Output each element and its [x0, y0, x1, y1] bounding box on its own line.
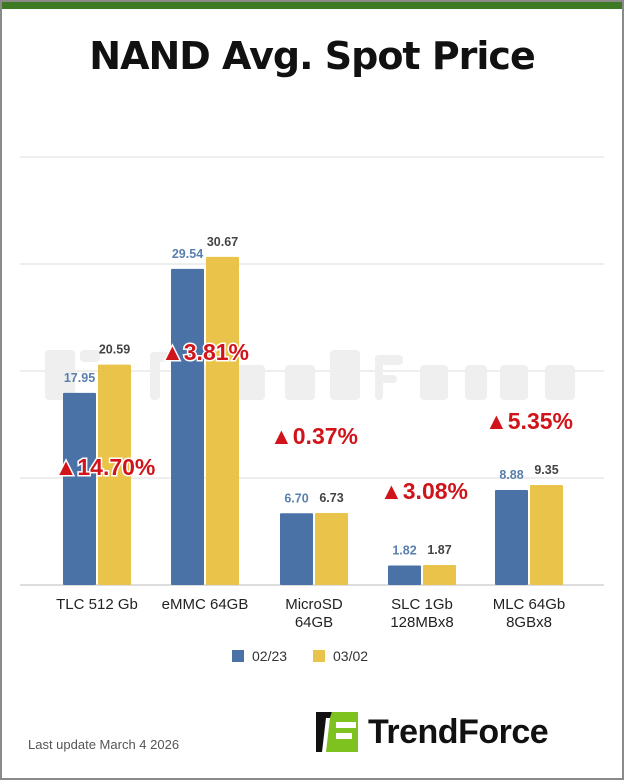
data-label: 1.82: [392, 544, 416, 558]
bar-02-23: [171, 268, 204, 585]
legend-label: 03/02: [333, 648, 368, 664]
last-update-text: Last update March 4 2026: [28, 737, 180, 752]
x-tick-label: 128MBx8: [390, 614, 453, 631]
change-label: ▲14.70%: [55, 454, 156, 480]
change-label: ▲3.08%: [380, 478, 468, 504]
bar-02-23: [388, 565, 421, 585]
bar-03-02: [530, 484, 563, 585]
data-label: 6.70: [284, 491, 308, 505]
x-tick-label: 64GB: [295, 614, 333, 631]
legend-swatch: [313, 650, 325, 662]
data-label: 29.54: [172, 247, 203, 261]
data-label: 9.35: [534, 463, 558, 477]
change-label: ▲5.35%: [485, 408, 573, 434]
logo-text: TrendForce: [368, 712, 549, 751]
top-accent-bar: [2, 2, 622, 9]
x-tick-label: TLC 512 Gb: [56, 596, 138, 613]
x-tick-label: eMMC 64GB: [162, 596, 249, 613]
bar-03-02: [423, 564, 456, 585]
bar-02-23: [280, 513, 313, 585]
bar-03-02: [98, 364, 131, 585]
chart-title: NAND Avg. Spot Price: [89, 34, 535, 78]
trendforce-logo-icon: [316, 712, 358, 752]
bar-03-02: [315, 512, 348, 585]
x-tick-label: SLC 1Gb: [391, 596, 453, 613]
x-tick-label: MicroSD: [285, 596, 343, 613]
change-label: ▲0.37%: [270, 423, 358, 449]
x-tick-label: MLC 64Gb: [493, 596, 566, 613]
bar-02-23: [63, 392, 96, 585]
data-label: 20.59: [99, 343, 130, 357]
data-label: 30.67: [207, 235, 238, 249]
data-label: 17.95: [64, 371, 95, 385]
trendforce-logo: TrendForce: [316, 712, 549, 752]
change-label: ▲3.81%: [161, 339, 249, 365]
bar-03-02: [206, 256, 239, 585]
x-tick-label: 8GBx8: [506, 614, 552, 631]
watermark-graphic: [45, 350, 575, 400]
data-label: 6.73: [319, 491, 343, 505]
data-label: 1.87: [427, 543, 451, 557]
data-label: 8.88: [499, 468, 523, 482]
legend-swatch: [232, 650, 244, 662]
bar-chart: 17.95 20.59 TLC 512 Gb 29.54 30.67 eMMC 64GB 6…: [20, 156, 604, 664]
legend-label: 02/23: [252, 648, 287, 664]
bar-02-23: [495, 489, 528, 585]
